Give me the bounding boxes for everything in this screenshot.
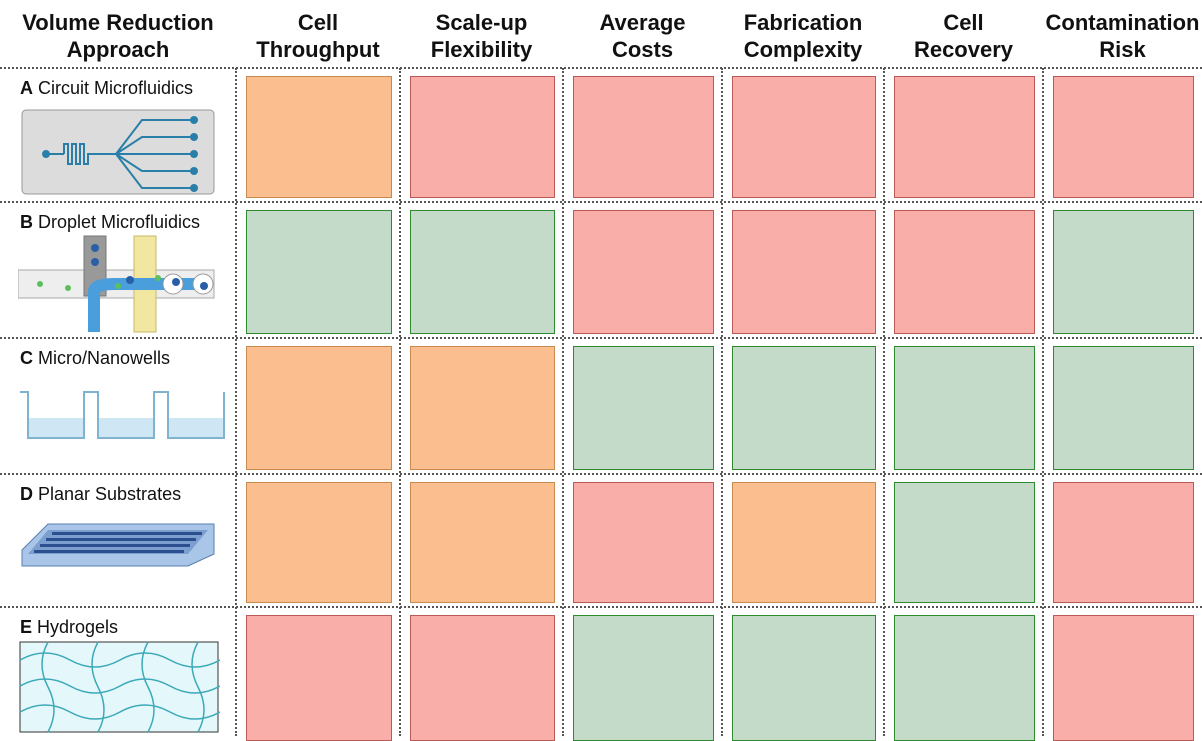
row-name: Planar Substrates xyxy=(38,484,182,504)
row-letter: C xyxy=(20,348,33,368)
rating-cell xyxy=(894,76,1035,198)
column-divider xyxy=(399,68,401,736)
column-divider xyxy=(562,68,564,736)
rating-cell xyxy=(894,346,1035,470)
row-name: Micro/Nanowells xyxy=(38,348,171,368)
rating-cell xyxy=(732,210,876,334)
header-line: Approach xyxy=(66,37,170,62)
row-label: A Circuit Microfluidics xyxy=(20,78,193,99)
plate-icon xyxy=(21,523,215,567)
rating-cell xyxy=(573,482,714,603)
row-letter: D xyxy=(20,484,33,504)
rating-cell xyxy=(246,76,392,198)
column-header: Fabrication Complexity xyxy=(722,4,884,68)
rating-cell xyxy=(1053,482,1194,603)
row-divider xyxy=(0,473,1202,475)
rating-cell xyxy=(1053,346,1194,470)
rating-cell xyxy=(410,615,555,741)
rating-cell xyxy=(246,482,392,603)
header-line: Recovery xyxy=(913,37,1014,62)
header-line: Fabrication xyxy=(743,10,863,35)
header-line: Volume Reduction xyxy=(22,10,214,35)
rating-cell xyxy=(410,482,555,603)
rating-cell xyxy=(732,615,876,741)
rating-cell xyxy=(573,346,714,470)
column-header: Volume Reduction Approach xyxy=(0,4,236,68)
header-line: Throughput xyxy=(256,37,380,62)
row-name: Circuit Microfluidics xyxy=(38,78,194,98)
row-divider xyxy=(0,67,1202,69)
row-label: D Planar Substrates xyxy=(20,484,181,505)
column-header: Cell Throughput xyxy=(236,4,400,68)
header-line: Complexity xyxy=(743,37,863,62)
rating-cell xyxy=(573,76,714,198)
header-line: Costs xyxy=(611,37,674,62)
rating-cell xyxy=(410,210,555,334)
rating-cell xyxy=(573,615,714,741)
rating-cell xyxy=(732,76,876,198)
header-line: Contamination xyxy=(1045,10,1200,35)
column-header: Cell Recovery xyxy=(884,4,1043,68)
rating-cell xyxy=(894,210,1035,334)
rating-cell xyxy=(732,346,876,470)
column-header: Contamination Risk xyxy=(1043,4,1202,68)
row-name: Droplet Microfluidics xyxy=(38,212,201,232)
row-letter: B xyxy=(20,212,33,232)
rating-cell xyxy=(246,346,392,470)
droplet-icon xyxy=(18,235,215,333)
header-line: Cell xyxy=(943,10,984,35)
rating-cell xyxy=(1053,615,1194,741)
rating-cell xyxy=(573,210,714,334)
row-letter: A xyxy=(20,78,33,98)
row-divider xyxy=(0,337,1202,339)
header-line: Scale-up xyxy=(435,10,528,35)
row-letter: E xyxy=(20,617,33,637)
rating-cell xyxy=(732,482,876,603)
row-divider xyxy=(0,606,1202,608)
header-line: Cell xyxy=(297,10,339,35)
row-label: E Hydrogels xyxy=(20,617,118,638)
header-line: Average xyxy=(599,10,686,35)
column-header: Average Costs xyxy=(563,4,722,68)
circuit-icon xyxy=(21,109,215,195)
column-divider xyxy=(721,68,723,736)
rating-cell xyxy=(410,346,555,470)
wells-icon xyxy=(20,391,225,439)
column-header: Scale-up Flexibility xyxy=(400,4,563,68)
row-label: B Droplet Microfluidics xyxy=(20,212,200,233)
rating-cell xyxy=(1053,76,1194,198)
column-divider xyxy=(235,68,237,736)
row-label: C Micro/Nanowells xyxy=(20,348,170,369)
rating-cell xyxy=(246,210,392,334)
row-name: Hydrogels xyxy=(37,617,119,637)
header-line: Flexibility xyxy=(430,37,533,62)
rating-cell xyxy=(894,482,1035,603)
column-divider xyxy=(883,68,885,736)
hydrogel-icon xyxy=(19,641,220,733)
rating-cell xyxy=(894,615,1035,741)
header-line: Risk xyxy=(1099,37,1146,62)
rating-cell xyxy=(246,615,392,741)
column-divider xyxy=(1042,68,1044,736)
rating-cell xyxy=(410,76,555,198)
rating-cell xyxy=(1053,210,1194,334)
row-divider xyxy=(0,201,1202,203)
